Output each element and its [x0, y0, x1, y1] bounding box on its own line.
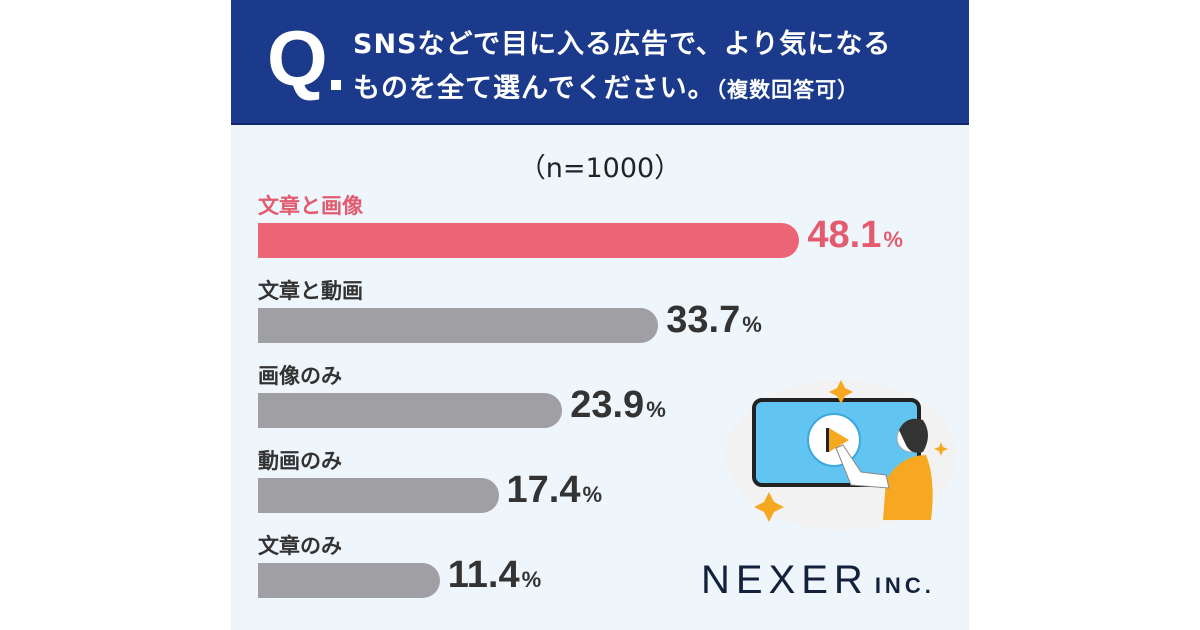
category-label: 動画のみ	[258, 449, 342, 473]
percent-unit: %	[742, 312, 762, 337]
value-label: 23.9%	[570, 384, 666, 427]
question-line-2: ものを全て選んでください。（複数回答可）	[353, 66, 859, 105]
person-hair	[899, 418, 928, 453]
bar	[258, 563, 440, 598]
sample-size: （n=1000）	[518, 153, 682, 184]
value-number: 33.7	[666, 299, 741, 341]
value-number: 23.9	[570, 384, 645, 426]
bar	[258, 308, 659, 343]
play-triangle	[829, 428, 849, 452]
value-number: 48.1	[807, 214, 882, 256]
category-label: 画像のみ	[258, 364, 342, 388]
question-line-2-text: ものを全て選んでください。	[353, 73, 716, 104]
infographic-panel: Q SNSなどで目に入る広告で、より気になる ものを全て選んでください。（複数回…	[231, 0, 969, 630]
sparkle-icon	[829, 380, 853, 404]
percent-unit: %	[883, 227, 903, 252]
value-number: 17.4	[506, 469, 581, 511]
category-label: 文章のみ	[258, 534, 342, 558]
bar	[258, 223, 800, 258]
value-label: 33.7%	[666, 299, 762, 342]
category-label: 文章と動画	[258, 279, 363, 303]
person-shirt	[883, 455, 933, 520]
question-line-1: SNSなどで目に入る広告で、より気になる	[353, 29, 892, 60]
question-header: Q SNSなどで目に入る広告で、より気になる ものを全て選んでください。（複数回…	[231, 0, 969, 125]
category-label: 文章と画像	[258, 194, 363, 218]
q-mark: Q	[267, 14, 328, 102]
bar	[258, 393, 563, 428]
value-number: 11.4	[447, 554, 520, 596]
value-label: 48.1%	[807, 214, 903, 257]
percent-unit: %	[646, 397, 666, 422]
nexer-logo: NEXER INC.	[701, 558, 935, 603]
q-dot	[331, 80, 341, 90]
sparkle-icon	[934, 442, 948, 456]
value-label: 17.4%	[507, 469, 603, 512]
sparkle-icon	[754, 492, 784, 522]
logo-suffix: INC.	[874, 573, 935, 598]
logo-name: NEXER	[701, 558, 869, 602]
video-ad-illustration	[726, 380, 956, 530]
bar	[258, 478, 499, 513]
value-label: 11.4%	[448, 554, 541, 597]
percent-unit: %	[521, 567, 542, 592]
percent-unit: %	[582, 482, 603, 507]
question-note: （複数回答可）	[715, 78, 860, 102]
